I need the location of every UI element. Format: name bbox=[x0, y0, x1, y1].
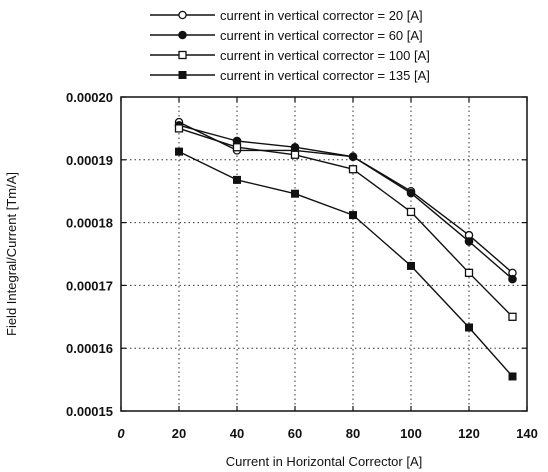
x-tick-label: 80 bbox=[346, 426, 360, 441]
x-tick-label: 20 bbox=[172, 426, 186, 441]
grid bbox=[121, 97, 527, 411]
series-4 bbox=[175, 147, 517, 381]
series-line bbox=[178, 124, 513, 280]
plot-area-frame bbox=[120, 96, 528, 412]
legend-label: current in vertical corrector = 60 [A] bbox=[220, 28, 423, 43]
data-point bbox=[508, 312, 517, 321]
data-point bbox=[464, 237, 474, 246]
x-tick-label: 60 bbox=[288, 426, 302, 441]
y-tick-label: 0.00016 bbox=[66, 341, 113, 356]
data-point bbox=[508, 372, 517, 381]
y-tick-label: 0.00019 bbox=[66, 153, 113, 168]
data-point bbox=[406, 207, 416, 217]
series-3 bbox=[174, 124, 517, 321]
data-point bbox=[232, 143, 242, 152]
data-point bbox=[174, 124, 184, 133]
x-tick-label: 140 bbox=[516, 426, 538, 441]
data-point bbox=[233, 175, 241, 184]
data-point bbox=[290, 142, 300, 152]
series-line bbox=[178, 150, 514, 377]
legend-label: current in vertical corrector = 20 [A] bbox=[220, 8, 423, 23]
series-group bbox=[174, 117, 517, 381]
y-tick-label: 0.00018 bbox=[66, 216, 113, 231]
legend-marker bbox=[178, 71, 187, 79]
data-point bbox=[349, 211, 357, 220]
data-point bbox=[291, 189, 299, 198]
data-point bbox=[406, 188, 416, 198]
axis-ticks: 0 20 40 60 80 100 120 140 0.00015 0.00016 0.00017 0… bbox=[66, 90, 538, 441]
x-tick-label: 120 bbox=[458, 426, 480, 441]
data-point bbox=[465, 323, 473, 332]
data-point bbox=[464, 268, 474, 277]
legend-marker bbox=[178, 50, 187, 60]
legend-label: current in vertical corrector = 100 [A] bbox=[220, 48, 430, 63]
x-tick-label: 100 bbox=[400, 426, 422, 441]
series-1 bbox=[174, 117, 517, 278]
data-point bbox=[407, 261, 415, 270]
legend-marker bbox=[178, 10, 187, 20]
legend-marker bbox=[178, 30, 187, 40]
legend: current in vertical corrector = 20 [A] cu… bbox=[150, 8, 430, 83]
x-tick-label: 40 bbox=[230, 426, 244, 441]
data-point bbox=[348, 165, 358, 174]
x-axis-title: Current in Horizontal Corrector [A] bbox=[226, 454, 423, 469]
x-tick-label: 0 bbox=[117, 426, 125, 441]
y-tick-label: 0.00020 bbox=[66, 90, 113, 105]
legend-label: current in vertical corrector = 135 [A] bbox=[220, 68, 430, 83]
legend-item: current in vertical corrector = 60 [A] bbox=[150, 28, 423, 43]
data-point bbox=[175, 147, 183, 156]
legend-item: current in vertical corrector = 100 [A] bbox=[150, 48, 430, 63]
y-tick-label: 0.00015 bbox=[66, 404, 113, 419]
legend-item: current in vertical corrector = 20 [A] bbox=[150, 8, 423, 23]
legend-item: current in vertical corrector = 135 [A] bbox=[150, 68, 430, 83]
data-point bbox=[290, 150, 300, 159]
y-axis-title: Field Integral/Current [Tm/A] bbox=[4, 172, 19, 336]
data-point bbox=[508, 274, 517, 284]
y-tick-label: 0.00017 bbox=[66, 278, 113, 293]
data-point bbox=[348, 152, 358, 161]
